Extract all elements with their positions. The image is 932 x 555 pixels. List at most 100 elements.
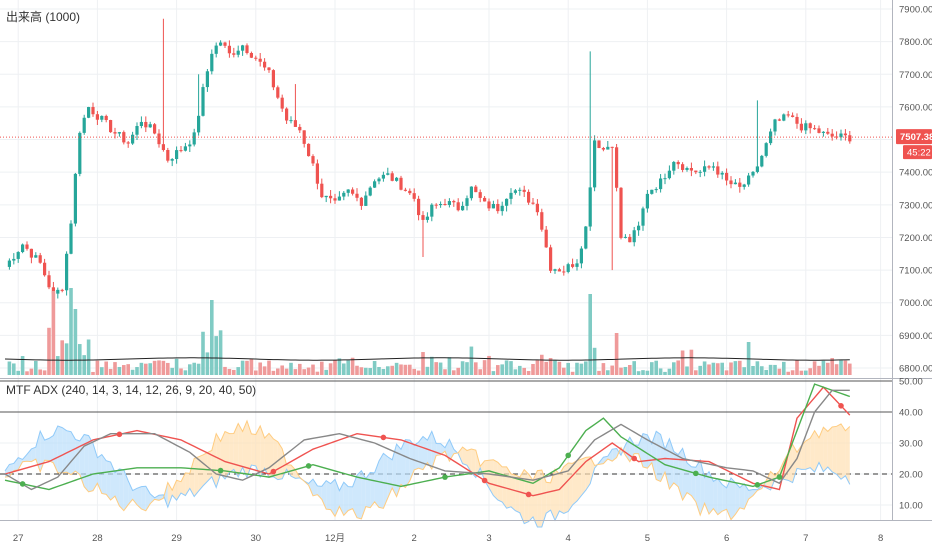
candle-body <box>126 142 130 144</box>
volume-bar <box>240 360 245 375</box>
volume-bar <box>579 363 584 375</box>
candle-body <box>791 115 795 117</box>
volume-bar <box>51 291 56 375</box>
volume-bar <box>601 363 606 375</box>
volume-bar <box>232 369 236 375</box>
volume-bar <box>47 327 51 375</box>
candle-body <box>461 205 465 211</box>
volume-bar <box>34 360 38 375</box>
di-band-segment <box>805 438 811 470</box>
volume-bar <box>20 356 25 375</box>
candle-body <box>769 131 773 144</box>
candles-group <box>7 18 852 299</box>
di-band-segment <box>528 474 533 522</box>
di-band-segment <box>49 435 54 463</box>
di-band-segment <box>374 460 379 508</box>
candle-body <box>29 248 33 258</box>
di-band-segment <box>731 477 736 520</box>
candle-body <box>157 133 161 145</box>
volume-bar <box>126 364 130 375</box>
candle-body <box>315 163 319 184</box>
volume-bar <box>377 366 381 375</box>
volume-bar <box>245 360 249 375</box>
di-band-segment <box>524 469 529 524</box>
volume-bar <box>658 368 663 375</box>
candle-body <box>302 130 306 144</box>
time-tick-label: 6 <box>724 533 729 544</box>
di-band-segment <box>643 433 648 469</box>
volume-bar <box>487 355 491 375</box>
candle-body <box>826 131 830 134</box>
candle-body <box>364 195 368 206</box>
candle-body <box>104 115 108 121</box>
volume-bar <box>166 362 170 375</box>
volume-bar <box>284 368 289 375</box>
di-band-segment <box>845 426 850 485</box>
candle-body <box>373 181 377 188</box>
candle-body <box>232 53 236 55</box>
volume-bar <box>73 309 78 375</box>
di-band-segment <box>198 454 203 492</box>
volume-bar <box>540 354 544 375</box>
candle-body <box>681 164 685 170</box>
volume-bar <box>403 364 408 375</box>
volume-ma-line <box>4 357 850 361</box>
volume-bar <box>355 365 359 375</box>
last-price-badge-label: 7507.38 <box>900 132 932 143</box>
time-tick-label: 28 <box>92 533 103 544</box>
candle-body <box>43 262 47 276</box>
candle-body <box>320 183 324 198</box>
candle-body <box>324 195 328 198</box>
volume-bar <box>738 360 742 375</box>
candle-body <box>491 203 495 209</box>
volume-bar <box>390 365 394 375</box>
candle-body <box>408 190 412 194</box>
candle-body <box>474 186 478 193</box>
di-band-segment <box>462 447 467 466</box>
adx-line-gray <box>4 389 850 491</box>
candle-body <box>82 117 86 133</box>
di-band-segment <box>291 464 296 479</box>
last-price-badge <box>896 129 932 145</box>
di-band-segment <box>405 439 410 488</box>
volume-bar <box>42 370 47 375</box>
di-band-segment <box>370 472 375 508</box>
candle-body <box>465 198 469 206</box>
di-band-segment <box>357 470 362 519</box>
volume-bar <box>315 371 320 375</box>
candle-body <box>267 67 271 71</box>
di-band-segment <box>343 482 349 516</box>
crossover-dot <box>442 474 448 480</box>
candle-body <box>469 186 473 199</box>
di-band-segment <box>744 483 749 510</box>
di-band-segment <box>101 454 107 495</box>
volume-bar <box>430 356 434 375</box>
volume-bar <box>258 362 262 375</box>
volume-bar <box>271 370 276 375</box>
volume-bar <box>82 355 86 375</box>
volume-bar <box>324 369 328 375</box>
volume-bar <box>522 367 526 375</box>
di-band-segment <box>348 486 353 511</box>
di-band-segment <box>57 426 63 473</box>
candle-body <box>166 149 170 161</box>
candle-body <box>843 133 847 136</box>
volume-bar <box>645 370 650 375</box>
di-band-segment <box>572 460 577 505</box>
price-tick-label: 7800.00 <box>899 37 932 48</box>
volume-bar <box>584 361 588 375</box>
candle-body <box>307 143 311 157</box>
di-band-group <box>5 420 850 527</box>
di-band-segment <box>159 494 164 501</box>
volume-bar <box>557 361 562 375</box>
candle-body <box>65 253 69 291</box>
candle-body <box>716 166 720 175</box>
volume-bar <box>751 365 755 375</box>
di-band-segment <box>326 480 331 510</box>
candle-body <box>703 166 707 172</box>
di-band-segment <box>682 448 687 501</box>
volume-bar <box>104 361 108 375</box>
di-band-segment <box>458 447 463 464</box>
volume-bar <box>425 366 430 375</box>
